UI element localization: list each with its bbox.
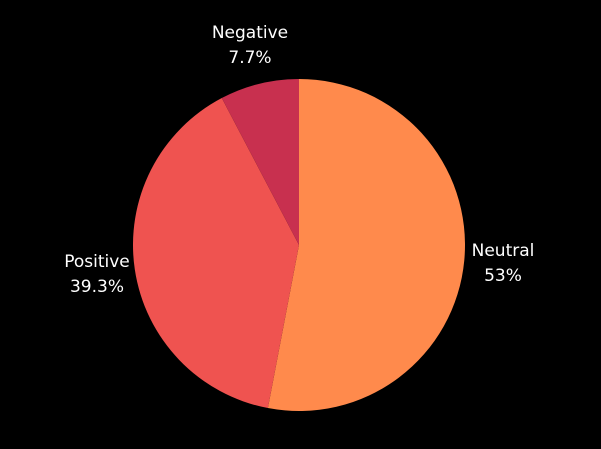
pie-slice-neutral: [267, 79, 465, 412]
pie-slice-negative: [221, 78, 299, 245]
slice-label-positive-name: Positive: [64, 252, 130, 272]
slice-label-negative-name: Negative: [211, 23, 289, 43]
pie-slices: [132, 78, 465, 412]
slice-label-positive-value: 39.3%: [69, 277, 124, 297]
slice-label-neutral-name: Neutral: [471, 241, 535, 261]
slice-label-positive: Positive 39.3%: [52, 250, 142, 300]
slice-label-negative-value: 7.7%: [228, 48, 272, 68]
pie-slice-positive: [132, 98, 299, 409]
slice-label-negative: Negative 7.7%: [200, 21, 300, 71]
slice-label-neutral: Neutral 53%: [463, 239, 543, 289]
slice-label-neutral-value: 53%: [484, 266, 522, 286]
